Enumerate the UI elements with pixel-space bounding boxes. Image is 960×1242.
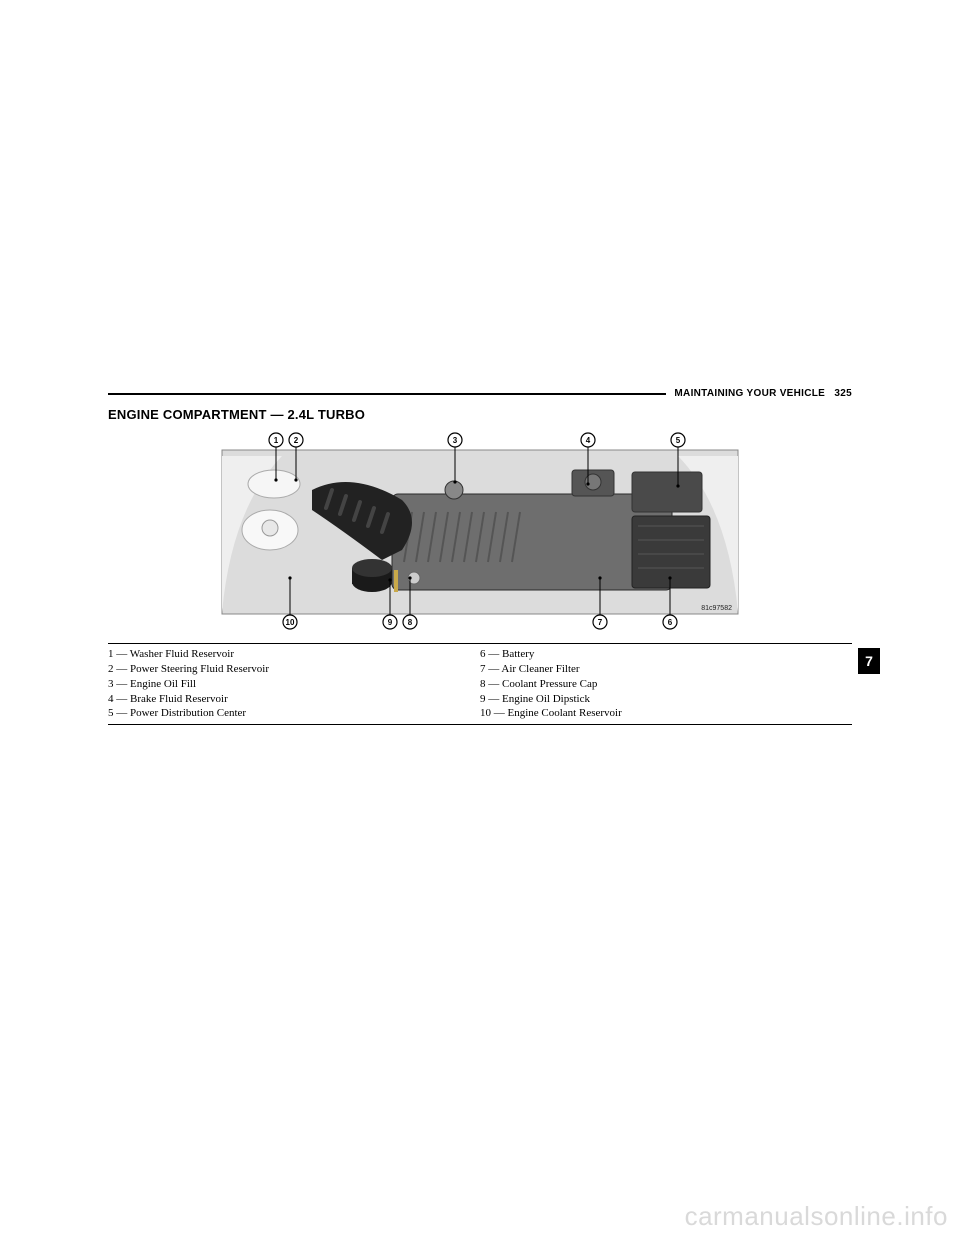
svg-text:5: 5 (676, 436, 681, 445)
legend-item: 4 — Brake Fluid Reservoir (108, 692, 480, 707)
header-line (108, 393, 666, 395)
svg-text:3: 3 (453, 436, 458, 445)
legend-item: 9 — Engine Oil Dipstick (480, 692, 852, 707)
engine-svg: 81c97582 1 2 3 4 5 10 9 8 7 6 (210, 428, 750, 634)
header-section: MAINTAINING YOUR VEHICLE (674, 388, 825, 399)
running-header: MAINTAINING YOUR VEHICLE 325 (666, 388, 852, 399)
header-page-number: 325 (834, 388, 852, 399)
legend-item: 5 — Power Distribution Center (108, 706, 480, 721)
svg-text:6: 6 (668, 618, 673, 627)
legend-right-column: 6 — Battery7 — Air Cleaner Filter8 — Coo… (480, 647, 852, 721)
legend-item: 10 — Engine Coolant Reservoir (480, 706, 852, 721)
legend-item: 8 — Coolant Pressure Cap (480, 677, 852, 692)
header-rule: MAINTAINING YOUR VEHICLE 325 (108, 388, 852, 399)
chapter-tab: 7 (858, 648, 880, 674)
legend-item: 1 — Washer Fluid Reservoir (108, 647, 480, 662)
watermark: carmanualsonline.info (685, 1201, 948, 1232)
legend-item: 7 — Air Cleaner Filter (480, 662, 852, 677)
legend-item: 6 — Battery (480, 647, 852, 662)
legend-left-column: 1 — Washer Fluid Reservoir2 — Power Stee… (108, 647, 480, 721)
svg-text:1: 1 (274, 436, 279, 445)
section-title: ENGINE COMPARTMENT — 2.4L TURBO (108, 407, 852, 422)
svg-text:7: 7 (598, 618, 603, 627)
svg-text:10: 10 (286, 618, 295, 627)
svg-text:8: 8 (408, 618, 413, 627)
page-content: MAINTAINING YOUR VEHICLE 325 ENGINE COMP… (108, 388, 852, 725)
svg-text:4: 4 (586, 436, 591, 445)
legend-item: 3 — Engine Oil Fill (108, 677, 480, 692)
diagram-container: 81c97582 1 2 3 4 5 10 9 8 7 6 (108, 428, 852, 639)
legend-item: 2 — Power Steering Fluid Reservoir (108, 662, 480, 677)
legend: 1 — Washer Fluid Reservoir2 — Power Stee… (108, 643, 852, 725)
svg-text:9: 9 (388, 618, 393, 627)
svg-text:2: 2 (294, 436, 299, 445)
engine-diagram: 81c97582 1 2 3 4 5 10 9 8 7 6 (210, 428, 750, 634)
svg-text:81c97582: 81c97582 (701, 605, 732, 612)
